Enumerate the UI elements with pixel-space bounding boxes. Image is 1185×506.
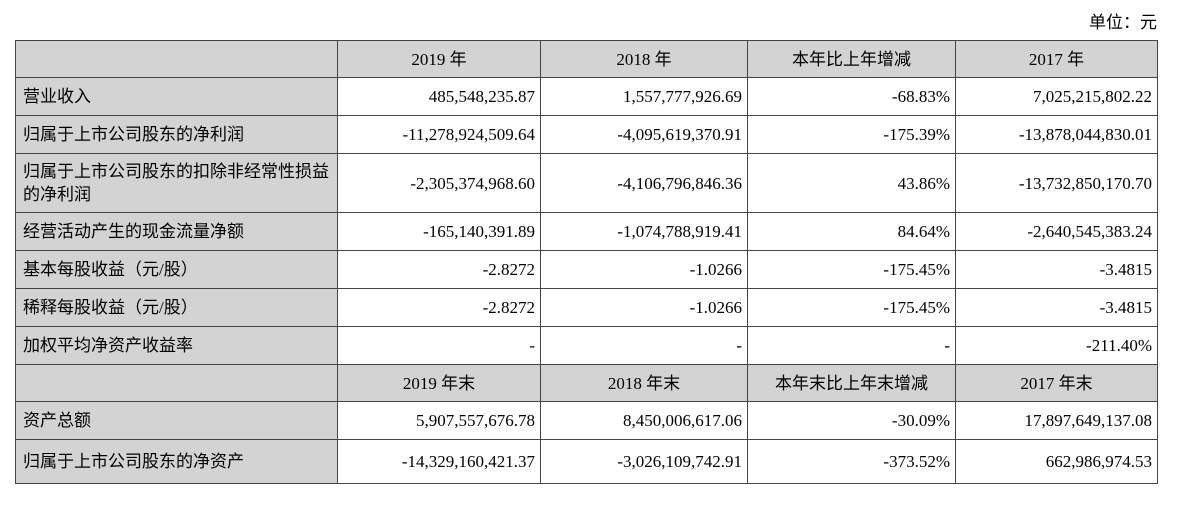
value-cell: - (337, 326, 541, 365)
value-cell: -1.0266 (540, 288, 748, 327)
value-cell: -2,305,374,968.60 (337, 153, 541, 213)
table-row: 归属于上市公司股东的净利润 -11,278,924,509.64 -4,095,61… (15, 115, 1158, 154)
column-header: 本年比上年增减 (747, 40, 956, 78)
value-cell: -13,878,044,830.01 (955, 115, 1158, 154)
value-cell: -1,074,788,919.41 (540, 212, 748, 251)
row-label-cell: 资产总额 (15, 401, 338, 440)
row-label-cell: 稀释每股收益（元/股） (15, 288, 338, 327)
value-cell: -3.4815 (955, 288, 1158, 327)
row-label-cell: 营业收入 (15, 77, 338, 116)
corner-header-cell (15, 364, 338, 402)
value-cell: -3.4815 (955, 250, 1158, 289)
row-label-cell: 加权平均净资产收益率 (15, 326, 338, 365)
value-cell: -211.40% (955, 326, 1158, 365)
column-header: 2019 年末 (337, 364, 541, 402)
value-cell: -175.45% (747, 288, 956, 327)
table-row: 稀释每股收益（元/股） -2.8272 -1.0266 -175.45% -3.4815 (15, 288, 1158, 327)
row-label-cell: 归属于上市公司股东的扣除非经常性损益的净利润 (15, 153, 338, 213)
value-cell: -14,329,160,421.37 (337, 439, 541, 484)
row-label-cell: 经营活动产生的现金流量净额 (15, 212, 338, 251)
financial-summary-table-body: 2019 年 2018 年本年比上年增减 2017 年营业收入 485,548,235… (15, 40, 1158, 484)
column-header: 2019 年 (337, 40, 541, 78)
value-cell: -165,140,391.89 (337, 212, 541, 251)
value-cell: -175.39% (747, 115, 956, 154)
value-cell: 485,548,235.87 (337, 77, 541, 116)
value-cell: -1.0266 (540, 250, 748, 289)
value-cell: 662,986,974.53 (955, 439, 1158, 484)
value-cell: 7,025,215,802.22 (955, 77, 1158, 116)
value-cell: -373.52% (747, 439, 956, 484)
table-row: 资产总额 5,907,557,676.78 8,450,006,617.06 -30.… (15, 401, 1158, 440)
value-cell: 5,907,557,676.78 (337, 401, 541, 440)
financial-summary-table: 2019 年 2018 年本年比上年增减 2017 年营业收入 485,548,235… (15, 40, 1158, 484)
unit-label: 单位：元 (1089, 13, 1157, 32)
column-header: 本年末比上年末增减 (747, 364, 956, 402)
column-header: 2017 年末 (955, 364, 1158, 402)
value-cell: -2,640,545,383.24 (955, 212, 1158, 251)
value-cell: -4,095,619,370.91 (540, 115, 748, 154)
value-cell: -30.09% (747, 401, 956, 440)
table-row: 归属于上市公司股东的净资产 -14,329,160,421.37 -3,026,10… (15, 439, 1158, 484)
table-row: 加权平均净资产收益率 - - - -211.40% (15, 326, 1158, 365)
value-cell: -2.8272 (337, 288, 541, 327)
table-row: 基本每股收益（元/股） -2.8272 -1.0266 -175.45% -3.4815 (15, 250, 1158, 289)
row-label-cell: 归属于上市公司股东的净资产 (15, 439, 338, 484)
table-row: 归属于上市公司股东的扣除非经常性损益的净利润 -2,305,374,968.60-… (15, 153, 1158, 213)
column-header: 2018 年 (540, 40, 748, 78)
value-cell: - (540, 326, 748, 365)
value-cell: 84.64% (747, 212, 956, 251)
table-row: 营业收入 485,548,235.87 1,557,777,926.69 -68.83… (15, 77, 1158, 116)
table-header-row: 2019 年 2018 年本年比上年增减 2017 年 (15, 40, 1158, 78)
row-label-cell: 归属于上市公司股东的净利润 (15, 115, 338, 154)
value-cell: 1,557,777,926.69 (540, 77, 748, 116)
column-header: 2017 年 (955, 40, 1158, 78)
value-cell: -13,732,850,170.70 (955, 153, 1158, 213)
value-cell: 17,897,649,137.08 (955, 401, 1158, 440)
value-cell: 43.86% (747, 153, 956, 213)
value-cell: -4,106,796,846.36 (540, 153, 748, 213)
value-cell: -3,026,109,742.91 (540, 439, 748, 484)
value-cell: -2.8272 (337, 250, 541, 289)
table-header-row: 2019 年末 2018 年末 本年末比上年末增减 2017 年末 (15, 364, 1158, 402)
column-header: 2018 年末 (540, 364, 748, 402)
value-cell: - (747, 326, 956, 365)
row-label-cell: 基本每股收益（元/股） (15, 250, 338, 289)
corner-header-cell (15, 40, 338, 78)
value-cell: -11,278,924,509.64 (337, 115, 541, 154)
value-cell: 8,450,006,617.06 (540, 401, 748, 440)
value-cell: -68.83% (747, 77, 956, 116)
table-row: 经营活动产生的现金流量净额 -165,140,391.89 -1,074,788,9… (15, 212, 1158, 251)
value-cell: -175.45% (747, 250, 956, 289)
